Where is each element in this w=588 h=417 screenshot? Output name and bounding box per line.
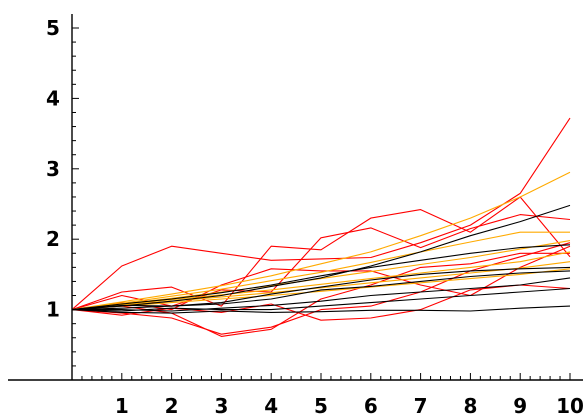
y-tick-label: 3 xyxy=(46,157,60,181)
series-line-black-17 xyxy=(71,270,571,311)
x-tick-label: 4 xyxy=(264,394,278,417)
minor-tick-layer xyxy=(72,27,571,380)
x-tick-label: 1 xyxy=(115,394,129,417)
y-tick-label: 4 xyxy=(46,86,60,110)
series-line-black-19 xyxy=(71,287,571,312)
x-tick-label: 3 xyxy=(214,394,228,417)
x-tick-label: 7 xyxy=(414,394,428,417)
series-line-red-4 xyxy=(71,242,571,335)
series-line-orange-8 xyxy=(71,171,571,311)
tick-layer: 1 2 3 4 5 6 7 8 9 10 1 2 3 4 5 xyxy=(46,16,584,417)
series-line-black-20 xyxy=(71,305,571,314)
x-tick-label: 6 xyxy=(364,394,378,417)
series-line-red-6 xyxy=(71,252,570,337)
x-tick-label: 9 xyxy=(513,394,527,417)
y-tick-label: 2 xyxy=(46,227,60,251)
series-layer xyxy=(71,117,571,337)
series-line-orange-9 xyxy=(71,231,570,311)
series-line-orange-11 xyxy=(71,251,571,311)
series-line-red-1 xyxy=(71,117,571,311)
y-tick-label: 5 xyxy=(46,16,60,40)
x-tick-label: 10 xyxy=(556,394,584,417)
x-tick-label: 5 xyxy=(314,394,328,417)
series-line-black-15 xyxy=(71,244,571,311)
series-line-black-18 xyxy=(72,277,571,312)
series-line-orange-13 xyxy=(71,268,571,311)
x-tick-label: 8 xyxy=(463,394,477,417)
series-line-black-14 xyxy=(71,204,571,311)
axes-layer xyxy=(8,14,583,381)
series-line-black-16 xyxy=(71,266,571,311)
series-line-red-2 xyxy=(71,196,571,311)
y-tick-label: 1 xyxy=(46,298,60,322)
x-tick-label: 2 xyxy=(165,394,179,417)
